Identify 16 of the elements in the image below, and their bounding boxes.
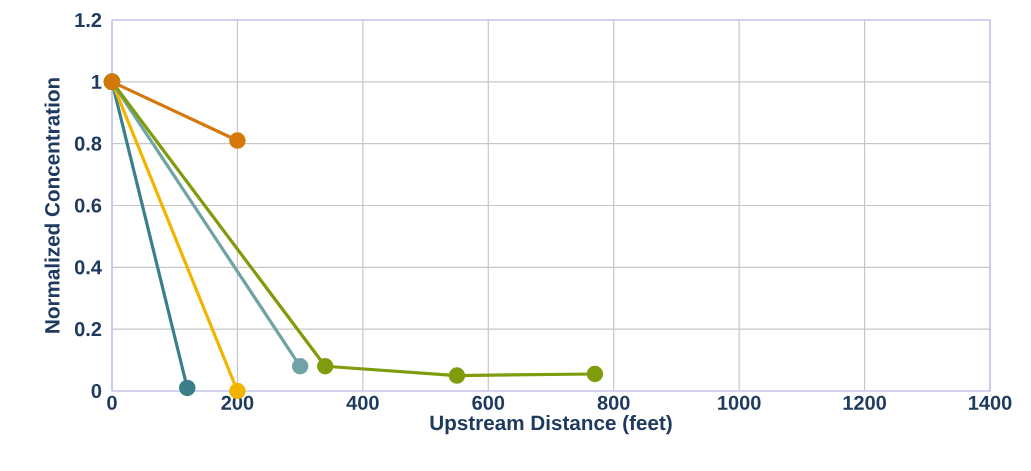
y-tick-label: 1	[92, 74, 102, 89]
y-tick-label: 0.4	[74, 260, 102, 275]
x-axis-title: Upstream Distance (feet)	[430, 415, 672, 435]
x-tick-label: 800	[597, 395, 630, 410]
y-axis-title: Normalized Concentration	[44, 78, 60, 333]
x-tick-label: 1400	[969, 395, 1012, 410]
x-tick-label: 1000	[718, 395, 761, 410]
y-tick-label: 0.2	[74, 322, 102, 337]
y-tick-label: 0.6	[74, 198, 102, 213]
x-tick-label: 600	[472, 395, 505, 410]
x-tick-label: 0	[107, 395, 117, 410]
x-tick-label: 400	[346, 395, 379, 410]
y-tick-label: 0.8	[74, 136, 102, 151]
y-tick-label: 1.2	[75, 13, 102, 27]
x-tick-label: 1200	[843, 395, 886, 410]
y-tick-label: 0	[91, 383, 102, 399]
